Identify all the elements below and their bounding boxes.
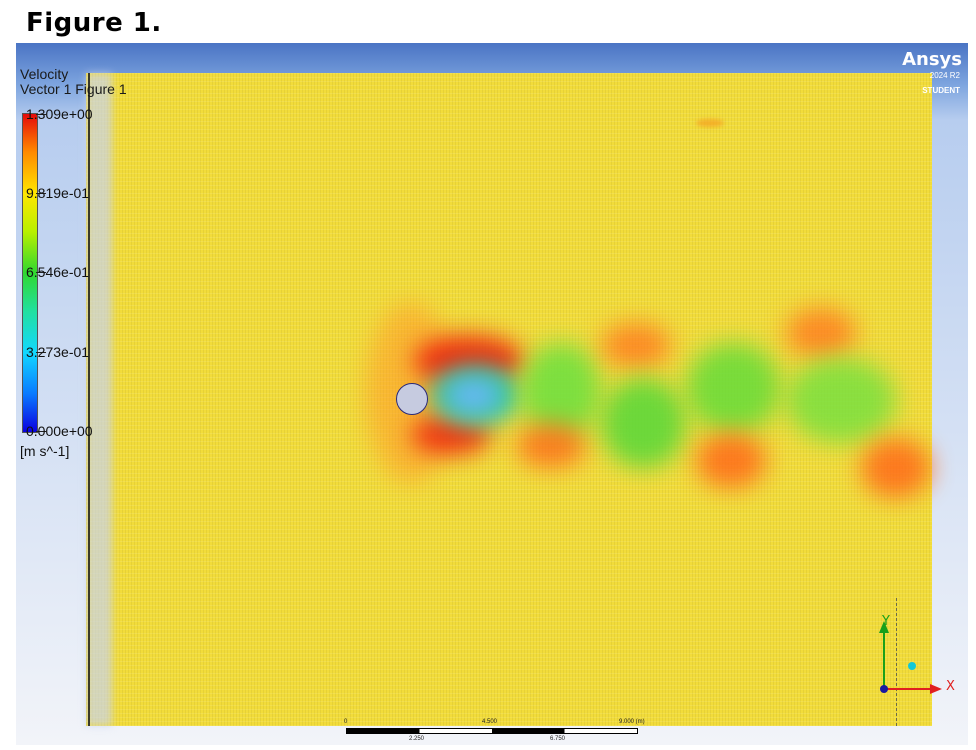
wake-green-2 bbox=[601, 378, 686, 468]
scale-label: 2.250 bbox=[409, 736, 425, 742]
wake-orange-5 bbox=[861, 438, 931, 498]
scale-label: 6.750 bbox=[550, 736, 566, 742]
legend-tick bbox=[36, 431, 46, 432]
small-streak bbox=[696, 119, 724, 127]
legend-value: 9.819e-01 bbox=[26, 185, 90, 201]
legend-tick bbox=[36, 193, 46, 194]
ansys-edition: STUDENT bbox=[922, 86, 960, 95]
domain-inlet-boundary bbox=[88, 73, 90, 726]
wake-orange-4 bbox=[786, 308, 856, 358]
ansys-version: 2024 R2 bbox=[929, 71, 960, 80]
legend-title: Velocity bbox=[20, 66, 69, 82]
wake-green-4 bbox=[786, 358, 896, 443]
wake-orange-3 bbox=[696, 433, 766, 488]
y-axis-label: Y bbox=[882, 614, 890, 629]
view-orientation-dot bbox=[908, 662, 916, 670]
legend-value-min: 0.000e+00 bbox=[26, 423, 93, 439]
inlet-shade bbox=[86, 73, 112, 726]
legend-value: 3.273e-01 bbox=[26, 344, 90, 360]
legend-subtitle: Vector 1 Figure 1 bbox=[20, 81, 127, 97]
wake-orange-2 bbox=[601, 323, 671, 368]
scale-label: 9.000 (m) bbox=[619, 719, 645, 725]
wake-green-3 bbox=[686, 343, 781, 433]
scale-bar bbox=[346, 728, 638, 734]
legend-tick bbox=[36, 272, 46, 273]
legend-value: 6.546e-01 bbox=[26, 264, 90, 280]
figure-title: Figure 1. bbox=[26, 8, 162, 38]
legend-tick bbox=[36, 114, 46, 115]
z-axis-dot bbox=[880, 685, 888, 693]
wake-orange-1 bbox=[516, 423, 586, 468]
x-axis-label: X bbox=[946, 679, 955, 694]
ansys-logo: Ansys bbox=[902, 49, 962, 70]
x-axis-arrowhead bbox=[930, 684, 942, 694]
scale-label: 4.500 bbox=[482, 719, 498, 725]
domain-outlet-boundary bbox=[896, 598, 898, 726]
legend-tick bbox=[36, 352, 46, 353]
near-wake-core bbox=[446, 378, 501, 413]
legend-value-max: 1.309e+00 bbox=[26, 106, 93, 122]
axis-triad-icon[interactable] bbox=[872, 611, 962, 701]
scale-label: 0 bbox=[344, 719, 348, 725]
y-axis-arrowhead bbox=[879, 621, 889, 633]
legend-color-bar bbox=[22, 113, 38, 433]
wake-green-1 bbox=[521, 343, 601, 438]
cylinder-obstacle[interactable] bbox=[396, 383, 428, 415]
cfd-viewport[interactable]: Velocity Vector 1 Figure 1 1.309e+00 9.8… bbox=[16, 43, 968, 745]
legend-units: [m s^-1] bbox=[20, 443, 70, 459]
